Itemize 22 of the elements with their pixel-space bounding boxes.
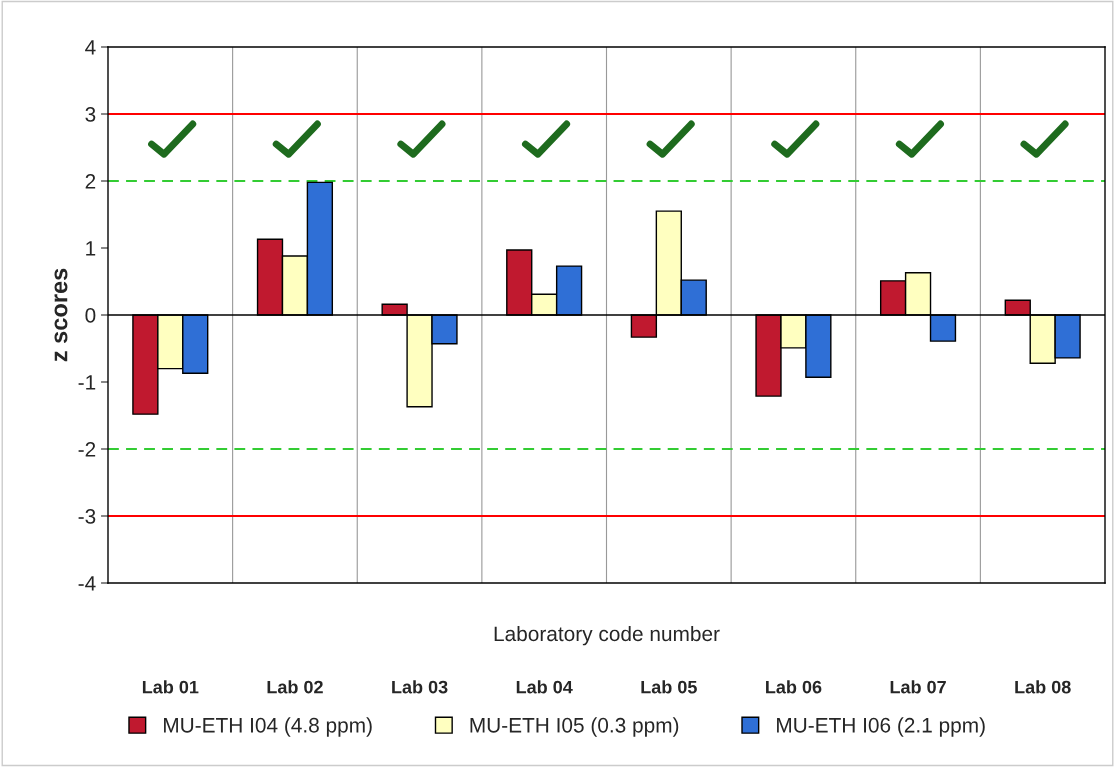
y-tick-label: 2 xyxy=(85,174,96,189)
x-tick-label: Lab 03 xyxy=(392,680,448,694)
y-tick-label: 3 xyxy=(85,107,96,122)
x-tick-label: Lab 01 xyxy=(142,680,199,694)
y-tick-label: 1 xyxy=(86,241,96,256)
y-tick-label: -4 xyxy=(78,576,96,591)
x-tick-label: Lab 02 xyxy=(267,680,323,694)
legend-label: MU-ETH I06 (2.1 ppm) xyxy=(777,717,985,737)
x-tick-label: Lab 07 xyxy=(890,680,946,694)
y-tick-label: -2 xyxy=(78,442,96,457)
x-axis-title: Laboratory code number xyxy=(494,625,720,646)
x-tick-label: Lab 08 xyxy=(1015,680,1071,694)
legend-label: MU-ETH I05 (0.3 ppm) xyxy=(470,717,679,737)
x-tick-label: Lab 05 xyxy=(641,680,697,694)
y-tick-label: 4 xyxy=(85,40,96,55)
y-tick-label: -3 xyxy=(78,509,96,524)
legend-label: MU-ETH I04 (4.8 ppm) xyxy=(164,717,372,737)
x-tick-label: Lab 06 xyxy=(766,680,822,694)
y-axis-title: z scores xyxy=(54,268,68,362)
y-tick-label: -1 xyxy=(78,375,96,390)
x-tick-label: Lab 04 xyxy=(516,680,573,694)
y-tick-label: 0 xyxy=(85,308,96,323)
